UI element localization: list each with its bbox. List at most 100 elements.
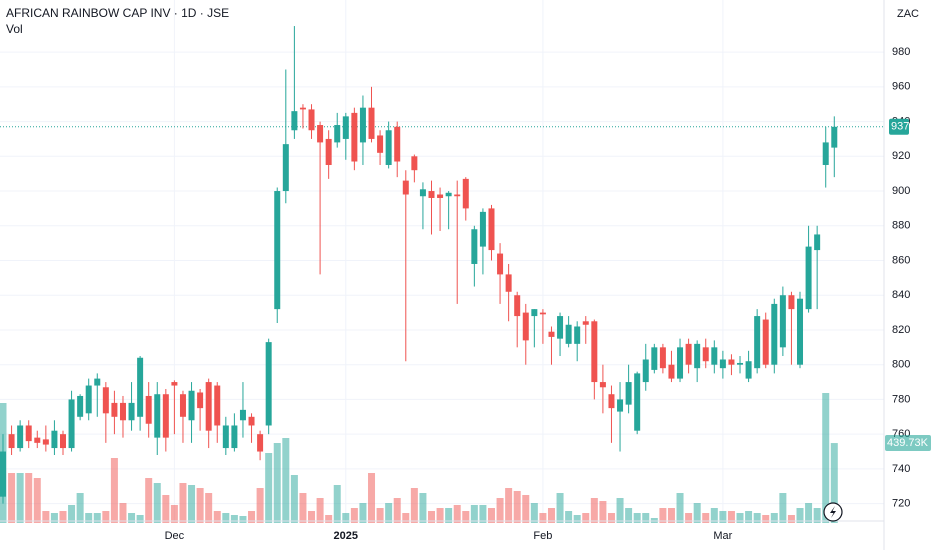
- volume-bar: [582, 513, 590, 523]
- candle-body: [179, 394, 186, 417]
- volume-bar: [667, 508, 675, 523]
- replay-icon[interactable]: [823, 502, 843, 522]
- candle-body: [34, 437, 41, 443]
- candle-body: [582, 321, 589, 325]
- volume-bar: [702, 513, 710, 523]
- candle-body: [797, 298, 804, 365]
- volume-bar: [719, 511, 727, 523]
- volume-bar: [102, 511, 110, 523]
- candle-body: [197, 392, 204, 409]
- candle-body: [711, 347, 718, 365]
- candle-body: [402, 180, 409, 195]
- volume-bar: [522, 495, 530, 523]
- candle-body: [471, 229, 478, 264]
- candle-body: [454, 194, 461, 197]
- volume-bar: [805, 503, 813, 523]
- volume-bar: [368, 473, 376, 523]
- candle-body: [59, 434, 66, 449]
- candle-body: [274, 191, 281, 310]
- candle-body: [677, 347, 684, 379]
- volume-bar: [710, 508, 718, 523]
- candle-body: [205, 382, 212, 431]
- candle-body: [805, 246, 812, 310]
- candle-body: [505, 274, 512, 292]
- x-tick-label: 2025: [334, 530, 358, 542]
- y-tick-label: 820: [892, 324, 910, 336]
- candle-body: [145, 395, 152, 424]
- candle-body: [334, 125, 341, 143]
- candle-body: [317, 125, 324, 143]
- candle-body: [17, 425, 24, 449]
- candle-body: [411, 156, 418, 171]
- volume-label: Vol: [6, 22, 23, 36]
- candle-body: [771, 303, 778, 365]
- candle-body: [68, 399, 75, 449]
- volume-bar: [770, 513, 778, 523]
- candle-body: [222, 425, 229, 449]
- volume-bar: [445, 508, 453, 523]
- chart-title: AFRICAN RAINBOW CAP INV · 1D · JSE: [6, 6, 229, 20]
- volume-bar: [290, 475, 298, 523]
- candle-body: [557, 316, 564, 339]
- candle-body: [351, 112, 358, 162]
- candle-body: [831, 126, 838, 148]
- candle-body: [788, 295, 795, 310]
- volume-bar: [547, 508, 555, 523]
- volume-bar: [470, 505, 478, 523]
- currency[interactable]: ZAC: [897, 8, 919, 20]
- y-tick-label: 920: [892, 150, 910, 162]
- candle-body: [685, 343, 692, 365]
- y-tick-label: 860: [892, 254, 910, 266]
- candle-body: [248, 416, 255, 426]
- volume-bar: [436, 508, 444, 523]
- candle-body: [754, 316, 761, 369]
- candle-body: [162, 394, 169, 438]
- candle-body: [188, 390, 195, 421]
- volume-bar: [213, 511, 221, 523]
- volume-bar: [42, 511, 50, 523]
- volume-bar: [573, 515, 581, 523]
- volume-bar: [496, 498, 504, 523]
- candle-body: [608, 394, 615, 409]
- candle-body: [102, 387, 109, 414]
- candle-body: [814, 234, 821, 251]
- last-volume: 439.73K: [887, 437, 929, 449]
- volume-bar: [796, 508, 804, 523]
- candle-body: [51, 430, 58, 449]
- volume-bar: [616, 498, 624, 523]
- candle-body: [42, 439, 49, 445]
- y-tick-label: 840: [892, 289, 910, 301]
- volume-pane: [0, 393, 838, 523]
- volume-bar: [607, 513, 615, 523]
- candle-body: [359, 107, 366, 143]
- volume-bar: [128, 513, 136, 523]
- volume-bar: [162, 495, 170, 523]
- volume-bar: [170, 505, 178, 523]
- volume-bar: [8, 473, 16, 523]
- candle-body: [737, 362, 744, 365]
- candle-body: [762, 319, 769, 365]
- volume-bar: [179, 483, 187, 523]
- grid: [0, 0, 884, 521]
- candle-body: [8, 434, 15, 449]
- volume-bar: [693, 503, 701, 523]
- candle-body: [728, 359, 735, 365]
- candle-body: [214, 385, 221, 426]
- y-tick-label: 980: [892, 46, 910, 58]
- volume-bar: [479, 505, 487, 523]
- candle-body: [497, 253, 504, 275]
- volume-bar: [222, 513, 230, 523]
- candle-body: [377, 135, 384, 153]
- volume-bar: [393, 498, 401, 523]
- volume-bar: [68, 505, 76, 523]
- volume-bar: [85, 513, 93, 523]
- candle-body: [574, 326, 581, 344]
- candle-body: [308, 109, 315, 131]
- volume-bar: [779, 493, 787, 523]
- volume-bar: [59, 511, 67, 523]
- candle-body: [822, 142, 829, 165]
- candle-body: [634, 373, 641, 431]
- candle-body: [368, 107, 375, 139]
- candle-body: [522, 312, 529, 341]
